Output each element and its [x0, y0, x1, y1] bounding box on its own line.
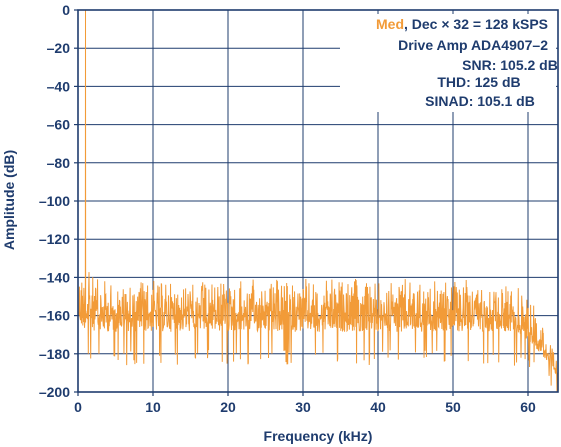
- y-axis-ticks: 0 –20 –40 –60 –80 –100 –120 –140 –160 –180 –200: [39, 2, 78, 400]
- y-tick-label: –100: [39, 193, 70, 209]
- y-tick-label: –40: [47, 78, 71, 94]
- x-tick-label: 10: [145, 399, 161, 415]
- x-tick-label: 20: [220, 399, 236, 415]
- annotation-sinad: SINAD: 105.1 dB: [425, 93, 535, 109]
- annotation-mode-label: Med: [376, 16, 404, 32]
- y-tick-label: –80: [47, 155, 71, 171]
- spectrum-trace: [77, 9, 559, 392]
- annotation-line-2: Drive Amp ADA4907–2: [398, 37, 548, 53]
- y-tick-label: –120: [39, 231, 70, 247]
- annotation-snr: SNR: 105.2 dB: [462, 57, 558, 73]
- y-tick-label: –180: [39, 346, 70, 362]
- y-tick-label: –200: [39, 384, 70, 400]
- x-tick-label: 50: [445, 399, 461, 415]
- y-tick-label: –20: [47, 40, 71, 56]
- annotation-rate-label: , Dec × 32 = 128 kSPS: [404, 16, 548, 32]
- y-tick-label: –160: [39, 308, 70, 324]
- x-tick-label: 40: [370, 399, 386, 415]
- annotation-box: Med, Dec × 32 = 128 kSPS Drive Amp ADA49…: [376, 16, 558, 109]
- annotation-thd: THD: 125 dB: [437, 74, 520, 90]
- x-tick-label: 60: [520, 399, 536, 415]
- spectrum-line: [77, 9, 559, 392]
- x-axis-ticks: 0 10 20 30 40 50 60: [74, 392, 536, 415]
- y-axis-title: Amplitude (dB): [1, 150, 17, 250]
- x-tick-label: 0: [74, 399, 82, 415]
- annotation-line-1: Med, Dec × 32 = 128 kSPS: [376, 16, 548, 32]
- x-tick-label: 30: [295, 399, 311, 415]
- x-axis-title: Frequency (kHz): [264, 428, 373, 444]
- y-tick-label: –60: [47, 117, 71, 133]
- annotation-background: [340, 14, 556, 112]
- y-tick-label: –140: [39, 269, 70, 285]
- y-tick-label: 0: [62, 2, 70, 18]
